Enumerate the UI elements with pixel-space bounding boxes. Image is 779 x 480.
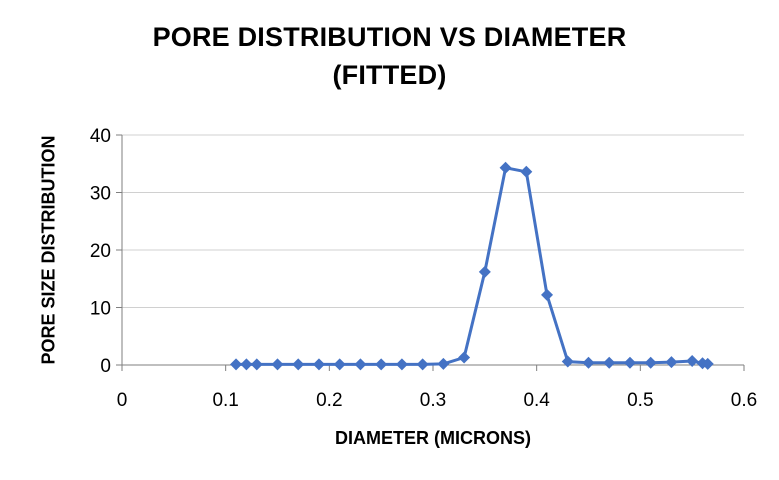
y-tick-label-2: 20 <box>90 241 111 262</box>
x-tick-label-4: 0.4 <box>523 390 550 411</box>
data-point-12 <box>458 351 471 364</box>
data-point-1 <box>240 358 253 371</box>
data-point-0 <box>230 358 243 371</box>
series-layer <box>230 161 714 371</box>
x-tick-label-0: 0 <box>117 390 128 411</box>
data-point-11 <box>437 357 450 370</box>
chart-title-line-1: PORE DISTRIBUTION VS DIAMETER <box>152 22 627 52</box>
gridlines <box>122 134 744 308</box>
data-point-9 <box>395 358 408 371</box>
data-point-15 <box>520 165 533 178</box>
data-point-20 <box>623 356 636 369</box>
x-tick-label-1: 0.1 <box>212 390 238 411</box>
x-axis-label: DIAMETER (MICRONS) <box>335 428 531 448</box>
data-point-18 <box>582 356 595 369</box>
data-point-17 <box>561 355 574 368</box>
x-tick-label-2: 0.2 <box>316 390 342 411</box>
x-tick-label-6: 0.6 <box>731 390 757 411</box>
data-point-7 <box>354 358 367 371</box>
data-point-3 <box>271 358 284 371</box>
data-point-14 <box>499 161 512 174</box>
x-tick-label-5: 0.5 <box>627 390 653 411</box>
data-point-23 <box>686 354 699 367</box>
data-point-16 <box>541 288 554 301</box>
chart-title-line-2: (FITTED) <box>332 60 447 90</box>
axes <box>116 134 745 371</box>
data-point-19 <box>603 356 616 369</box>
data-point-4 <box>292 358 305 371</box>
data-point-10 <box>416 358 429 371</box>
y-tick-label-1: 10 <box>90 299 111 320</box>
data-point-6 <box>333 358 346 371</box>
data-point-2 <box>250 358 263 371</box>
data-point-21 <box>644 356 657 369</box>
y-tick-label-4: 40 <box>90 126 111 147</box>
y-tick-label-0: 0 <box>100 356 111 377</box>
data-point-22 <box>665 356 678 369</box>
y-tick-labels: 0 10 20 30 40 <box>90 126 111 377</box>
data-point-8 <box>375 358 388 371</box>
series-line-0 <box>236 166 708 366</box>
y-tick-label-3: 30 <box>90 184 111 205</box>
data-point-5 <box>312 358 325 371</box>
x-tick-labels: 0 0.1 0.2 0.3 0.4 0.5 0.6 <box>117 390 758 411</box>
data-point-13 <box>478 265 491 278</box>
data-point-25 <box>701 357 714 370</box>
x-tick-label-3: 0.3 <box>420 390 446 411</box>
y-axis-label: PORE SIZE DISTRIBUTION <box>38 135 59 365</box>
